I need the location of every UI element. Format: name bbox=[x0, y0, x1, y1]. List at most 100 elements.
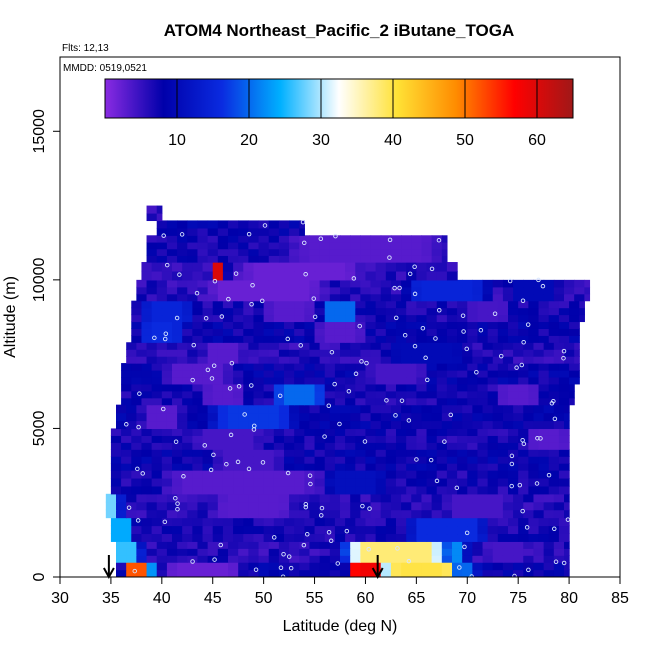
heatmap-cell bbox=[212, 376, 224, 385]
heatmap-cell bbox=[426, 533, 438, 542]
heatmap-cell bbox=[426, 525, 438, 535]
heatmap-cell bbox=[299, 548, 311, 556]
sample-point bbox=[277, 393, 283, 399]
heatmap-cell bbox=[355, 463, 367, 471]
heatmap-cell bbox=[151, 463, 163, 471]
heatmap-cell bbox=[161, 314, 173, 323]
heatmap-cell bbox=[513, 541, 524, 549]
heatmap-cell bbox=[406, 533, 417, 542]
heatmap-cell bbox=[329, 279, 341, 288]
heatmap-cell bbox=[543, 541, 555, 549]
heatmap-cell bbox=[166, 562, 178, 571]
heatmap-cell bbox=[156, 555, 168, 563]
heatmap-cell bbox=[284, 442, 295, 450]
heatmap-cell bbox=[390, 562, 402, 571]
heatmap-cell bbox=[497, 428, 509, 436]
heatmap-cell bbox=[375, 314, 387, 323]
heatmap-cell bbox=[431, 279, 443, 288]
heatmap-cell bbox=[131, 470, 143, 479]
heatmap-cell bbox=[406, 435, 417, 443]
heatmap-cell bbox=[350, 548, 361, 556]
heatmap-cell bbox=[462, 555, 473, 563]
heatmap-cell bbox=[314, 262, 326, 272]
heatmap-cell bbox=[564, 555, 570, 563]
heatmap-cell bbox=[268, 235, 280, 243]
sample-point bbox=[233, 271, 239, 276]
sample-point bbox=[425, 377, 430, 383]
heatmap-cell bbox=[197, 220, 209, 229]
heatmap-cell bbox=[538, 533, 550, 542]
heatmap-cell bbox=[233, 477, 244, 487]
heatmap-cell bbox=[248, 220, 260, 229]
y-tick-label: 15000 bbox=[31, 109, 48, 154]
heatmap-cell bbox=[156, 412, 168, 422]
heatmap-cell bbox=[502, 404, 514, 414]
heatmap-cell bbox=[345, 369, 356, 378]
heatmap-cell bbox=[426, 270, 438, 281]
heatmap-cell bbox=[324, 262, 336, 272]
sample-point bbox=[249, 383, 254, 388]
heatmap-cell bbox=[528, 449, 540, 457]
heatmap-cell bbox=[380, 541, 392, 549]
heatmap-cell bbox=[121, 376, 132, 385]
heatmap-cell bbox=[177, 293, 188, 302]
heatmap-cell bbox=[508, 328, 519, 336]
heatmap-cell bbox=[421, 404, 433, 414]
heatmap-cell bbox=[355, 390, 367, 399]
heatmap-cell bbox=[426, 376, 438, 385]
heatmap-cell bbox=[131, 383, 143, 392]
heatmap-cell bbox=[508, 300, 519, 309]
sample-point bbox=[393, 315, 399, 321]
heatmap-cell bbox=[441, 548, 453, 556]
heatmap-cell bbox=[548, 485, 560, 495]
heatmap-cell bbox=[441, 293, 453, 302]
heatmap-cell bbox=[284, 314, 295, 323]
sample-point bbox=[360, 503, 365, 509]
heatmap-cell bbox=[258, 562, 270, 571]
heatmap-cell bbox=[192, 363, 204, 371]
heatmap-cell bbox=[136, 569, 148, 577]
heatmap-cell bbox=[141, 463, 153, 471]
heatmap-cell bbox=[263, 321, 275, 329]
x-tick-label: 75 bbox=[509, 590, 527, 607]
heatmap-cell bbox=[564, 501, 570, 511]
heatmap-cell bbox=[487, 442, 499, 450]
heatmap-cell bbox=[284, 270, 295, 281]
heatmap-cell bbox=[268, 227, 280, 236]
heatmap-cell bbox=[355, 477, 367, 487]
sample-point bbox=[509, 453, 515, 459]
heatmap-cell bbox=[477, 525, 489, 535]
heatmap-cell bbox=[477, 485, 489, 495]
heatmap-cell bbox=[314, 397, 326, 406]
heatmap-cell bbox=[355, 517, 367, 527]
heatmap-cell bbox=[385, 533, 397, 542]
sample-point bbox=[152, 335, 157, 341]
heatmap-cell bbox=[278, 241, 290, 250]
heatmap-cell bbox=[365, 369, 377, 378]
heatmap-cell bbox=[340, 509, 351, 519]
sample-point bbox=[319, 505, 325, 511]
heatmap-cell bbox=[421, 248, 433, 256]
heatmap-cell bbox=[110, 442, 122, 450]
heatmap-cell bbox=[558, 307, 570, 316]
heatmap-cell bbox=[207, 349, 219, 357]
heatmap-cell bbox=[390, 349, 402, 357]
heatmap-cell bbox=[136, 412, 148, 422]
heatmap-cell bbox=[523, 501, 535, 511]
heatmap-cell bbox=[258, 541, 270, 549]
heatmap-cell bbox=[340, 248, 351, 256]
heatmap-cell bbox=[345, 376, 356, 385]
heatmap-cells bbox=[105, 205, 591, 577]
heatmap-cell bbox=[543, 279, 555, 288]
heatmap-cell bbox=[304, 328, 316, 336]
sample-point bbox=[433, 336, 438, 341]
heatmap-cell bbox=[390, 501, 402, 511]
heatmap-cell bbox=[309, 493, 321, 503]
heatmap-cell bbox=[334, 363, 346, 371]
heatmap-cell bbox=[538, 477, 550, 487]
heatmap-cell bbox=[141, 262, 153, 272]
heatmap-cell bbox=[329, 286, 341, 295]
heatmap-cell bbox=[289, 241, 300, 250]
heatmap-cell bbox=[487, 383, 499, 392]
heatmap-cell bbox=[446, 383, 458, 392]
